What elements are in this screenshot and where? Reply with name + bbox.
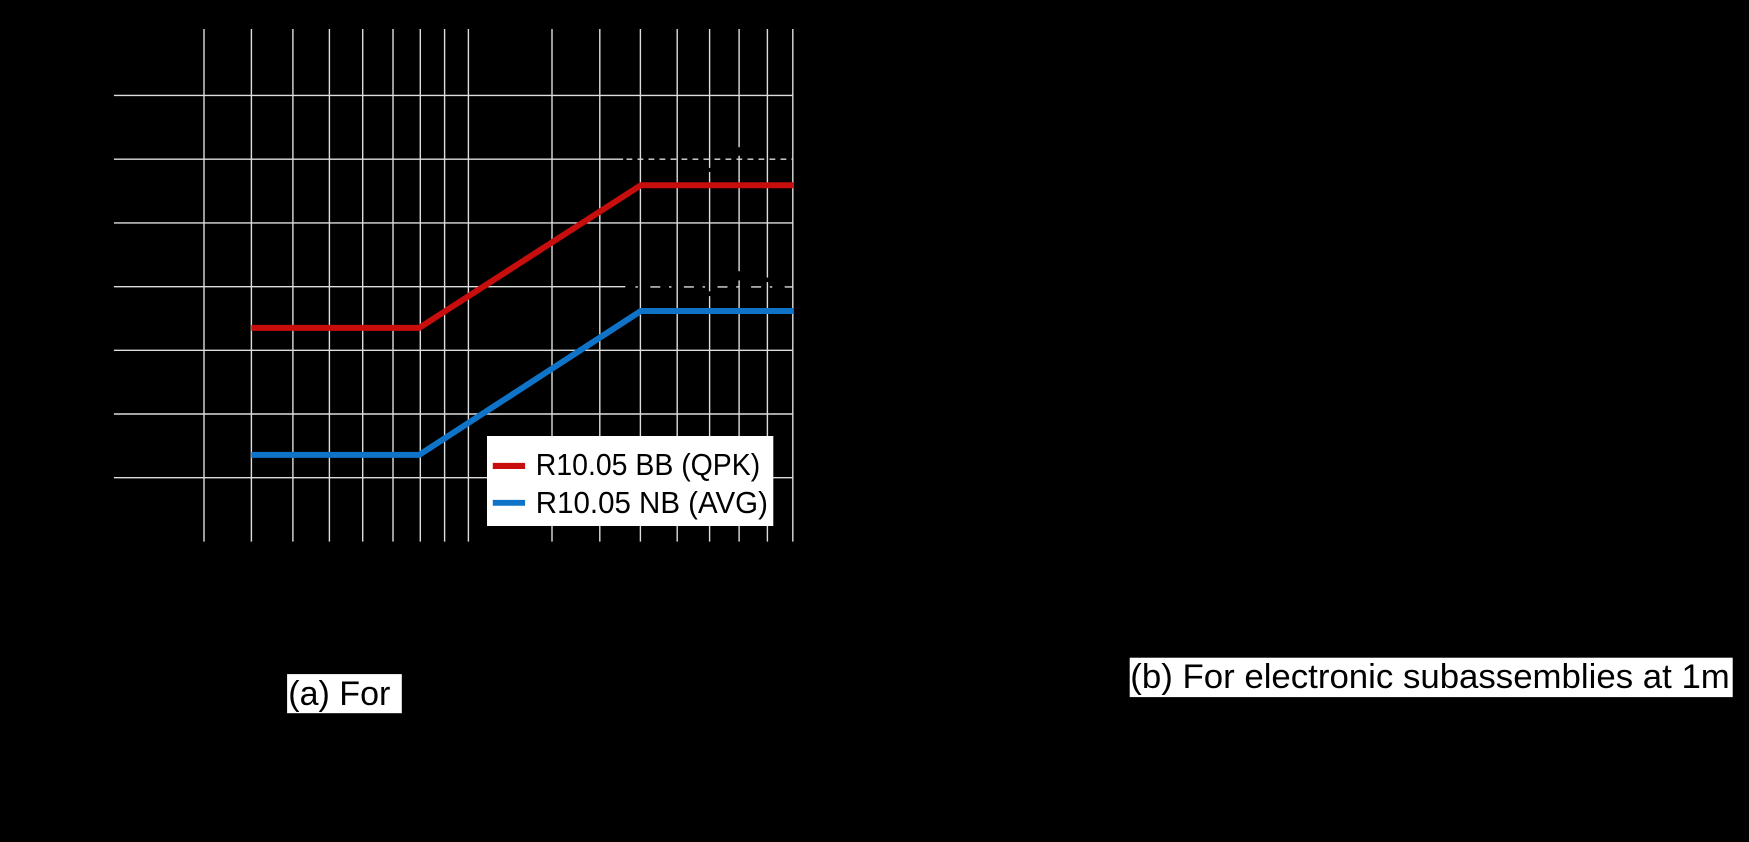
svg-text:R10.05 NB (AVG): R10.05 NB (AVG) — [536, 486, 768, 520]
svg-text:R10.05 BB (QPK): R10.05 BB (QPK) — [536, 448, 760, 482]
svg-text:(a) For: (a) For — [288, 675, 390, 713]
svg-text:(b) For electronic subassembli: (b) For electronic subassemblies at 1m — [1130, 658, 1730, 696]
